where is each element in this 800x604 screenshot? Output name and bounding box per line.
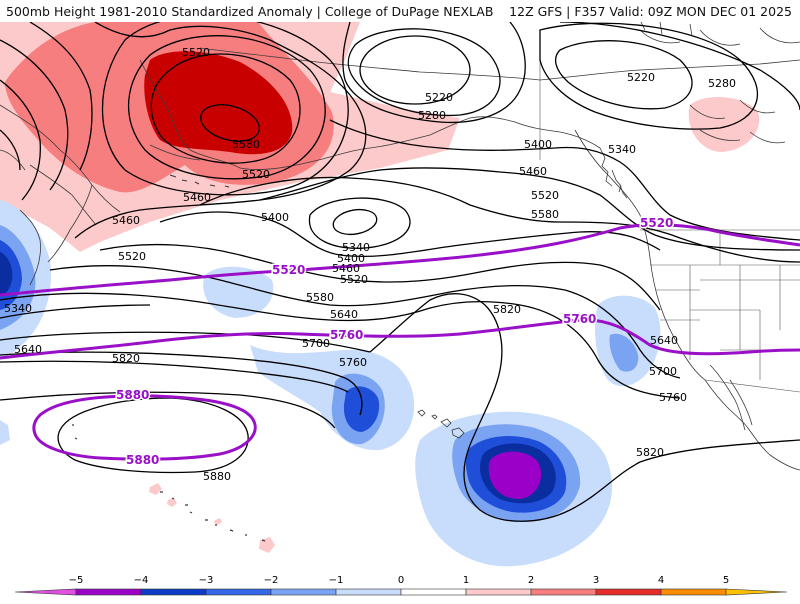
legend-tick: −5 bbox=[69, 575, 84, 586]
contour-label: 5220 bbox=[627, 71, 655, 84]
contour-label: 5520 bbox=[531, 189, 559, 202]
reference-contours bbox=[0, 223, 800, 461]
contour-label: 5820 bbox=[636, 446, 664, 459]
contour-label: 5640 bbox=[14, 343, 42, 356]
legend-right-arrow bbox=[725, 588, 788, 596]
legend-tick: −2 bbox=[264, 575, 279, 586]
legend-swatch bbox=[140, 588, 207, 596]
contour-label: 5760 bbox=[659, 391, 687, 404]
model-run-info: 12Z GFS | F357 Valid: 09Z MON DEC 01 202… bbox=[509, 4, 792, 19]
purple-label: 5880 bbox=[126, 453, 159, 467]
contour-label: 5700 bbox=[649, 365, 677, 378]
contour-label: 5700 bbox=[302, 337, 330, 350]
contour-label: 5520 bbox=[118, 250, 146, 263]
contour-label: 5580 bbox=[232, 138, 260, 151]
legend-swatch bbox=[595, 588, 662, 596]
legend-swatch bbox=[660, 588, 727, 596]
legend-tick: 5 bbox=[723, 575, 729, 586]
legend-tick: −3 bbox=[199, 575, 214, 586]
legend-swatch bbox=[400, 588, 467, 596]
contour-label: 5580 bbox=[306, 291, 334, 304]
purple-label: 5760 bbox=[330, 328, 363, 342]
purple-5880-loop bbox=[32, 394, 257, 461]
purple-label: 5880 bbox=[116, 388, 149, 402]
contour-label: 5280 bbox=[418, 109, 446, 122]
purple-label: 5520 bbox=[640, 216, 673, 230]
contour-label: 5400 bbox=[261, 211, 289, 224]
contour-label: 5460 bbox=[332, 262, 360, 275]
contour-label: 5460 bbox=[519, 165, 547, 178]
contour-label: 5820 bbox=[493, 303, 521, 316]
positive-anomaly-3sd bbox=[144, 51, 293, 155]
contour-label: 5340 bbox=[608, 143, 636, 156]
positive-anomaly-1sd-east bbox=[688, 96, 760, 152]
purple-label: 5520 bbox=[272, 263, 305, 277]
legend-swatch bbox=[465, 588, 532, 596]
legend-left-arrow bbox=[14, 588, 77, 596]
legend-tick: 3 bbox=[593, 575, 599, 586]
contour-label: 5460 bbox=[183, 191, 211, 204]
contour-label: 5400 bbox=[337, 252, 365, 265]
legend-swatch bbox=[75, 588, 142, 596]
legend-tick: 2 bbox=[528, 575, 534, 586]
legend-tick: −4 bbox=[134, 575, 149, 586]
contour-label: 5520 bbox=[242, 168, 270, 181]
contour-label: 5880 bbox=[203, 470, 231, 483]
contour-label: 5820 bbox=[112, 352, 140, 365]
header-bar: 500mb Height 1981-2010 Standardized Anom… bbox=[0, 0, 800, 22]
contour-label: 5220 bbox=[425, 91, 453, 104]
legend-tick: 1 bbox=[463, 575, 469, 586]
purple-label: 5760 bbox=[563, 312, 596, 326]
contour-label: 5400 bbox=[524, 138, 552, 151]
contour-label: 5340 bbox=[342, 241, 370, 254]
legend-swatch bbox=[270, 588, 337, 596]
contour-label: 5760 bbox=[339, 356, 367, 369]
purple-5760-line bbox=[0, 318, 800, 360]
color-legend: −5 −4 −3 −2 −1 0 1 2 3 4 5 bbox=[0, 572, 800, 600]
height-contours bbox=[0, 22, 800, 522]
contour-label: 5460 bbox=[112, 214, 140, 227]
contour-label: 5640 bbox=[330, 308, 358, 321]
contour-labels: 5520 5580 5520 5460 5220 5280 5220 5280 … bbox=[4, 46, 736, 483]
contour-label: 5580 bbox=[531, 208, 559, 221]
legend-swatch bbox=[335, 588, 402, 596]
legend-swatch bbox=[205, 588, 272, 596]
legend-tick: −1 bbox=[329, 575, 344, 586]
legend-tick: 0 bbox=[398, 575, 404, 586]
contour-label: 5520 bbox=[340, 273, 368, 286]
legend-swatch bbox=[530, 588, 597, 596]
map-title: 500mb Height 1981-2010 Standardized Anom… bbox=[6, 4, 494, 19]
contour-label: 5280 bbox=[708, 77, 736, 90]
purple-5520-line bbox=[0, 223, 800, 297]
contour-label: 5640 bbox=[650, 334, 678, 347]
anomaly-map: 5520 5580 5520 5460 5220 5280 5220 5280 … bbox=[0, 22, 800, 572]
reference-labels: 5520 5520 5760 5760 5880 5880 bbox=[115, 215, 675, 469]
contour-label: 5520 bbox=[182, 46, 210, 59]
contour-label: 5340 bbox=[4, 302, 32, 315]
legend-tick: 4 bbox=[658, 575, 664, 586]
